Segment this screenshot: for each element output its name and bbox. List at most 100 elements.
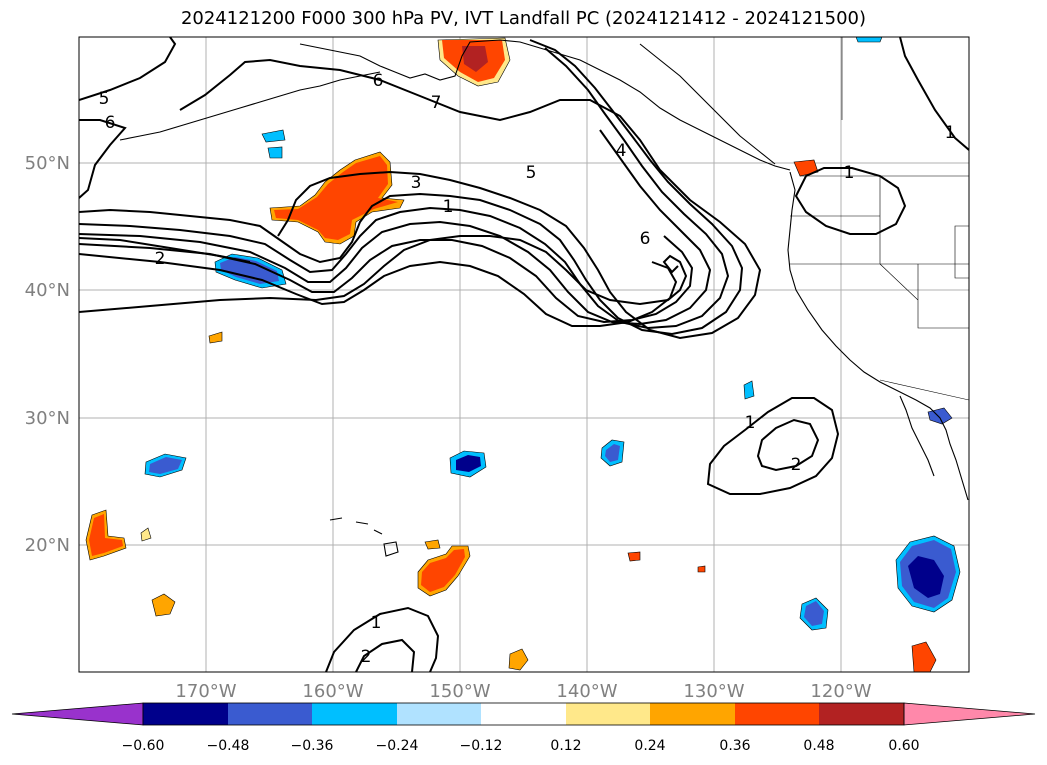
us-west-coastline [787, 171, 969, 501]
neg-anomaly-north-edge [855, 37, 883, 43]
lon-label: 140°W [556, 681, 617, 702]
colorbar-extend-high [903, 702, 1036, 726]
pos-anomaly-central-core [274, 156, 398, 240]
contour-4-inner [79, 129, 712, 326]
canada-us-border [800, 37, 969, 177]
contour-mid-2 [79, 237, 251, 263]
aleutian-chain [119, 71, 381, 141]
colorbar-bin [228, 703, 312, 725]
longitude-labels: 170°W 160°W 150°W 140°W 130°W 120°W [175, 681, 871, 702]
colorbar-tick: −0.24 [376, 738, 419, 754]
state-borders [790, 176, 969, 401]
contour-label: 1 [945, 123, 956, 143]
contour-subtropical-2 [756, 418, 820, 472]
pos-anomaly-tiny-5 [424, 539, 441, 550]
contour-outer-5 [79, 37, 177, 101]
coastlines [119, 39, 969, 557]
neg-anomaly-small-1 [261, 129, 286, 143]
colorbar-bin [143, 703, 228, 725]
contour-outer-6 [79, 119, 127, 199]
pos-anomaly-southeast-corner [911, 641, 937, 672]
contour-label: 1 [844, 163, 855, 183]
lon-label: 150°W [429, 681, 490, 702]
ivt-contours [79, 37, 969, 672]
colorbar-extend-low [11, 702, 144, 726]
contour-7 [179, 58, 762, 340]
contour-south-1 [325, 606, 440, 672]
pos-anomaly-tiny-3 [140, 527, 152, 542]
colorbar-bin [566, 703, 650, 725]
colorbar-bin [650, 703, 735, 725]
pos-anomaly-hawaii-east-core [421, 549, 465, 592]
contour-3-inner [79, 235, 694, 324]
colorbar-tick: 0.36 [719, 738, 750, 754]
contour-label: 2 [155, 249, 166, 269]
neg-anomaly-subtropical-3-core [605, 444, 620, 462]
colorbar-bin [481, 703, 566, 725]
anomaly-fills [85, 37, 961, 672]
contour-labels: 5 6 6 7 5 3 1 4 6 2 1 1 2 1 2 1 [99, 71, 956, 667]
colorbar: −0.60 −0.48 −0.36 −0.24 −0.12 0.12 0.24 … [11, 702, 1036, 754]
contour-label: 2 [361, 647, 372, 667]
hawaiian-islands [329, 517, 399, 557]
colorbar-tick: −0.60 [122, 738, 165, 754]
neg-anomaly-tiny-2 [743, 380, 755, 400]
pos-anomaly-dateline-core [89, 514, 123, 556]
colorbar-bin [312, 703, 397, 725]
lon-label: 130°W [683, 681, 744, 702]
pos-anomaly-tiny-4 [151, 593, 176, 617]
colorbar-outline [142, 702, 905, 726]
gridlines [79, 37, 969, 672]
colorbar-tick: 0.24 [634, 738, 665, 754]
contour-6-inner [79, 39, 744, 336]
latitude-labels: 50°N 40°N 30°N 20°N [25, 153, 70, 556]
contour-label: 3 [411, 173, 422, 193]
lat-label: 50°N [25, 153, 70, 174]
contour-label: 7 [431, 93, 442, 113]
contour-label: 6 [373, 71, 384, 91]
pos-anomaly-tiny-1 [208, 331, 223, 344]
contour-label: 6 [640, 229, 651, 249]
lon-label: 160°W [302, 681, 363, 702]
contour-label: 5 [99, 89, 110, 109]
contour-2-inner [79, 253, 678, 327]
colorbar-bin [735, 703, 819, 725]
baja-coastline [899, 395, 935, 477]
neg-anomaly-southeast-core [908, 556, 944, 598]
neg-anomaly-small-2 [267, 146, 283, 159]
lat-label: 20°N [25, 535, 70, 556]
contour-label: 1 [745, 413, 756, 433]
contour-label: 2 [791, 455, 802, 475]
lon-label: 170°W [175, 681, 236, 702]
contour-subtropical-1 [706, 397, 840, 495]
lat-label: 40°N [25, 280, 70, 301]
contour-label: 1 [443, 197, 454, 217]
map-frame [78, 36, 970, 673]
map-title: 2024121200 F000 300 hPa PV, IVT Landfall… [180, 8, 867, 29]
neg-anomaly-subtropical-1-core [149, 457, 182, 474]
contour-east-1 [794, 167, 907, 235]
colorbar-tick: −0.12 [460, 738, 503, 754]
contour-label: 4 [616, 141, 627, 161]
contour-1-inner [79, 235, 688, 313]
contour-north-east-1 [899, 37, 969, 151]
political-borders [790, 37, 969, 401]
pos-anomaly-coast [793, 159, 819, 177]
colorbar-tick: 0.60 [888, 738, 919, 754]
colorbar-tick: −0.36 [291, 738, 334, 754]
contour-label: 6 [105, 113, 116, 133]
colorbar-bin [397, 703, 481, 725]
neg-anomaly-baja [927, 407, 953, 425]
canada-coastline [639, 43, 776, 165]
pos-anomaly-south [508, 648, 529, 671]
pos-anomaly-tiny-6 [627, 551, 641, 562]
lat-label: 30°N [25, 408, 70, 429]
colorbar-ticks: −0.60 −0.48 −0.36 −0.24 −0.12 0.12 0.24 … [122, 738, 920, 754]
contour-label: 5 [526, 163, 537, 183]
colorbar-bin [819, 703, 904, 725]
contour-label: 1 [371, 613, 382, 633]
alaska-coastline [299, 39, 791, 171]
pos-anomaly-gulf-alaska-max [462, 46, 488, 72]
lon-label: 120°W [810, 681, 871, 702]
